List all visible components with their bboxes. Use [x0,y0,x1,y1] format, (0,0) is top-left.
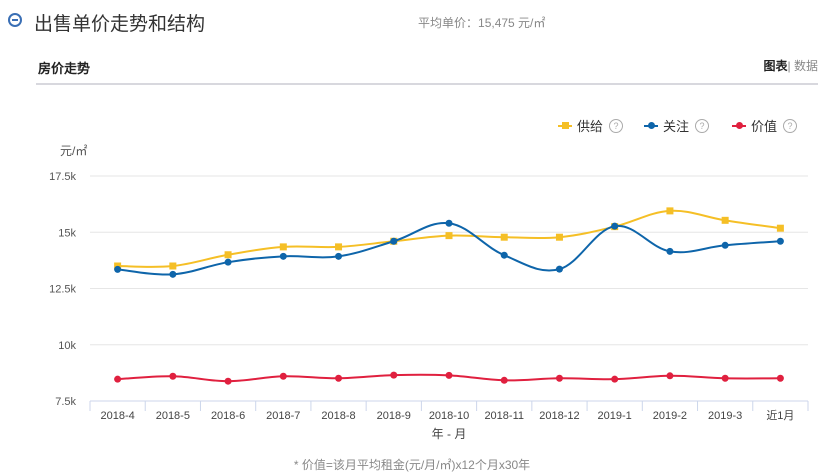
data-point [335,243,343,251]
data-point [279,243,287,251]
data-point [776,237,784,245]
data-point [776,224,784,232]
legend-label: 供给 [577,119,604,134]
y-tick-label: 17.5k [49,171,76,183]
data-point [721,241,729,249]
view-data-tab[interactable]: 数据 [793,59,818,73]
x-tick-label: 2018-10 [429,410,469,422]
x-tick-label: 2018-12 [539,410,579,422]
data-point [721,374,729,382]
series-line-2 [117,222,781,276]
x-tick-label: 2018-6 [211,410,245,422]
data-point [500,376,508,384]
x-tick-label: 2018-9 [377,410,411,422]
data-point [279,372,287,380]
y-tick-label: 10k [58,340,76,352]
data-point [666,372,674,380]
x-tick-label: 2018-5 [156,410,190,422]
legend-label: 关注 [663,119,690,134]
data-point [335,252,343,260]
data-point [721,216,729,224]
data-point [500,233,508,241]
average-price: 平均单价：15,475 元/㎡ [418,14,545,31]
data-point [169,372,177,380]
data-point [555,265,563,273]
average-price-label: 平均单价： [418,16,479,30]
data-point [666,247,674,255]
x-tick-label: 2019-1 [598,410,632,422]
data-point [500,251,508,259]
x-axis-label: 年 - 月 [432,427,467,441]
data-point [390,237,398,245]
x-tick-label: 2018-7 [266,410,300,422]
data-point [114,375,122,383]
data-point [390,371,398,379]
help-icon[interactable]: ? [609,118,624,133]
x-tick-label: 2018-11 [484,410,524,422]
legend-label: 价值 [751,119,778,134]
data-point [279,252,287,260]
data-point [169,262,177,270]
section-title: 出售单价走势和结构 [34,14,206,35]
collapse-icon[interactable] [8,13,22,27]
data-point [445,232,453,240]
view-switch: 图表| 数据 [764,57,819,74]
chart-title: 房价走势 [38,61,91,76]
data-point [224,251,232,259]
view-separator: | [787,59,791,73]
x-tick-label: 2019-3 [708,410,742,422]
y-tick-label: 12.5k [49,284,76,296]
y-axis-label: 元/㎡ [60,144,87,158]
x-tick-label: 近1月 [766,409,794,422]
data-point [335,374,343,382]
legend-attention[interactable]: 关注? [644,116,710,135]
data-point [169,270,177,278]
data-point [445,371,453,379]
data-point [114,265,122,273]
x-tick-label: 2019-2 [653,410,687,422]
circle-marker-icon [644,121,658,129]
footnote: * 价值=该月平均租金(元/月/㎡)x12个月x30年 [293,458,531,472]
data-point [224,377,232,385]
data-point [611,222,619,230]
data-point [445,219,453,227]
legend-value[interactable]: 价值? [732,116,798,135]
circle-marker-icon [732,121,746,129]
average-price-value: 15,475 元/㎡ [478,16,546,30]
data-point [611,375,619,383]
legend-supply[interactable]: 供给? [558,116,624,135]
y-tick-label: 7.5k [55,396,76,408]
help-icon[interactable]: ? [695,118,710,133]
data-point [224,258,232,266]
divider [36,83,818,85]
x-tick-label: 2018-8 [321,410,355,422]
view-chart-tab[interactable]: 图表 [763,59,788,73]
x-tick-label: 2018-4 [100,410,134,422]
data-point [776,374,784,382]
square-marker-icon [558,121,572,129]
help-icon[interactable]: ? [783,118,798,133]
data-point [555,374,563,382]
data-point [555,233,563,241]
y-tick-label: 15k [58,227,76,239]
data-point [666,207,674,215]
